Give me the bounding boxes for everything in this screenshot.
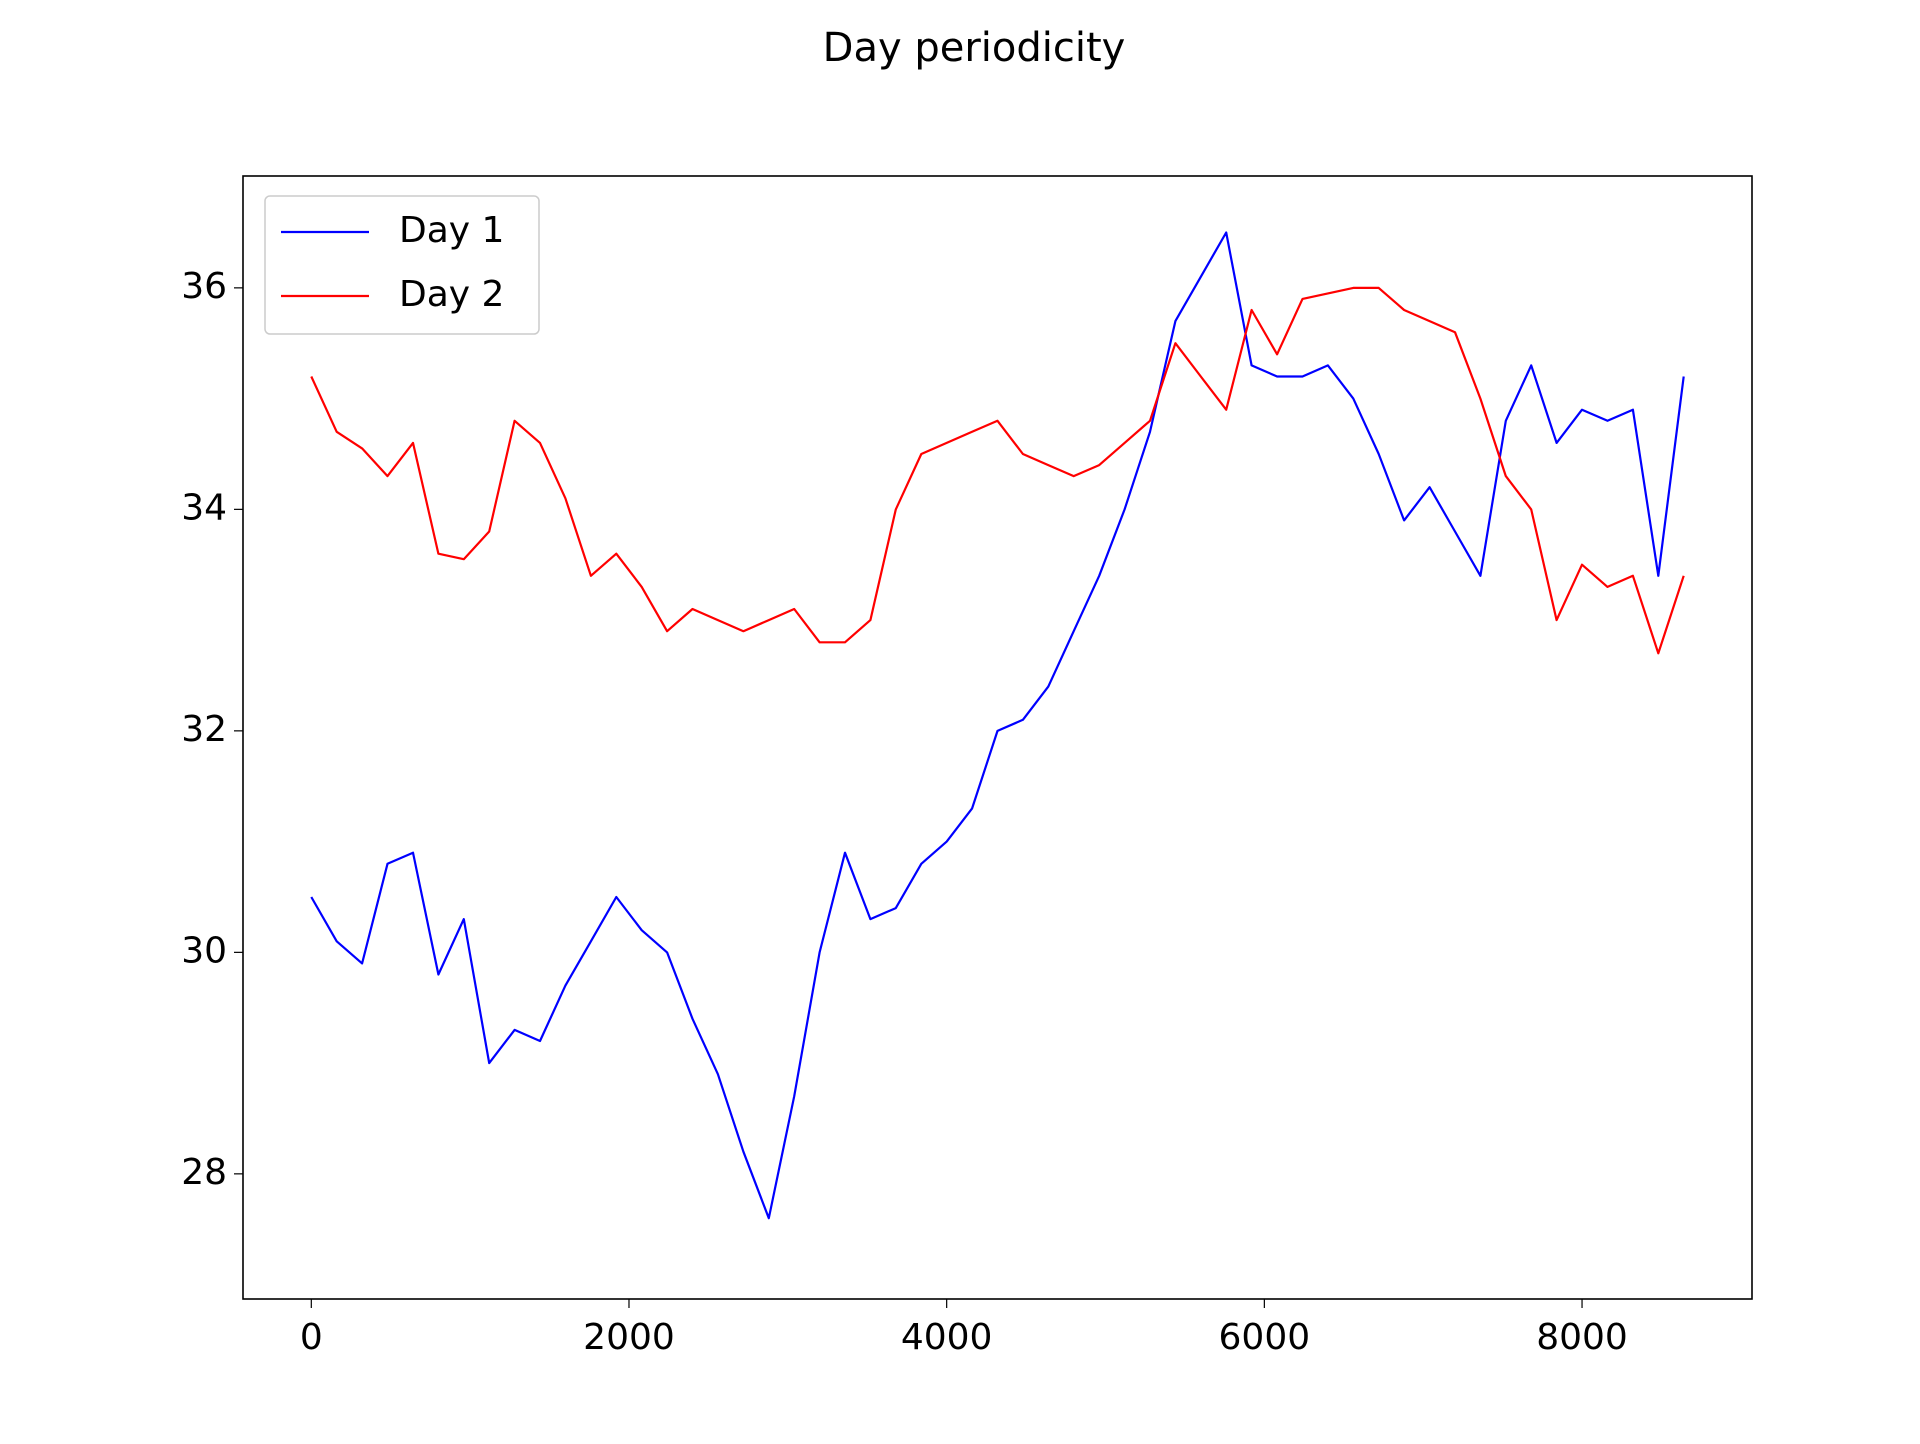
- x-tick-label: 8000: [1536, 1317, 1628, 1358]
- y-tick-label: 30: [181, 930, 227, 971]
- chart-title: Day periodicity: [823, 25, 1126, 71]
- legend-label: Day 2: [399, 274, 504, 315]
- legend-box: [264, 195, 540, 335]
- x-tick-label: 2000: [583, 1317, 675, 1358]
- y-tick-label: 32: [181, 709, 227, 750]
- y-tick-label: 36: [181, 266, 227, 307]
- data-line: [310, 286, 1685, 655]
- x-tick-label: 6000: [1219, 1317, 1311, 1358]
- data-line: [310, 231, 1685, 1220]
- x-tick-label: 0: [300, 1317, 323, 1358]
- x-tick-label: 4000: [901, 1317, 993, 1358]
- y-tick-label: 28: [181, 1152, 227, 1193]
- y-tick-label: 34: [181, 487, 227, 528]
- legend-label: Day 1: [399, 210, 504, 251]
- plot-frame: [242, 175, 1753, 1300]
